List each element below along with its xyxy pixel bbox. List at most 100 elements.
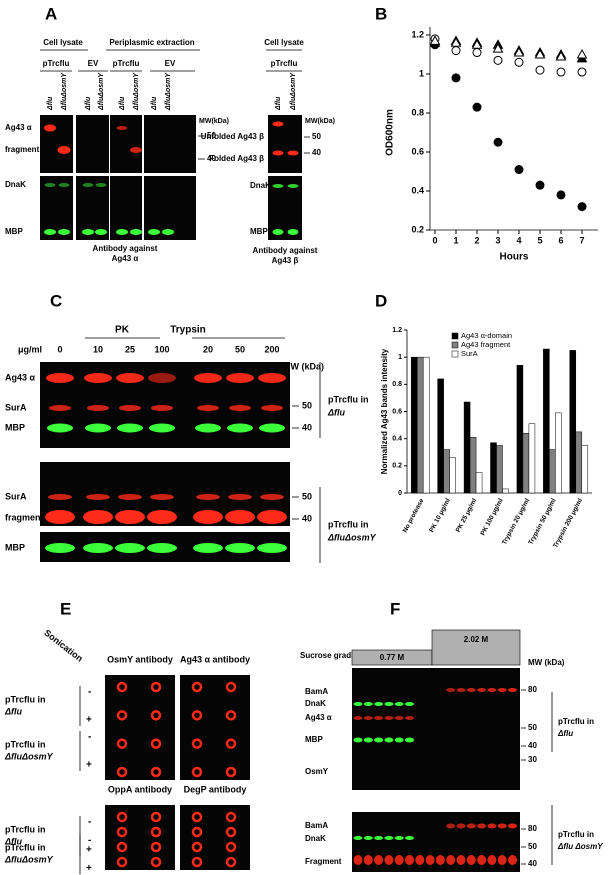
band	[287, 150, 299, 156]
dot	[225, 766, 237, 778]
point	[555, 50, 567, 61]
band	[272, 184, 284, 188]
band	[148, 229, 160, 235]
strain-label: pTrcflu in	[328, 519, 369, 529]
band	[497, 823, 507, 829]
y-tick-label: 0.4	[411, 185, 424, 195]
bar	[410, 356, 418, 494]
strain-label: pTrcflu in	[5, 739, 46, 749]
dose: 10	[93, 344, 103, 354]
panel-letter: F	[390, 599, 400, 618]
band	[147, 543, 177, 553]
panel-letter: A	[45, 4, 57, 23]
blot	[110, 115, 142, 173]
sign: -	[88, 835, 91, 846]
dot	[191, 766, 203, 778]
x-axis-label: Hours	[500, 252, 529, 263]
strain-label: ΔfluΔosmY	[4, 751, 54, 761]
band	[82, 229, 94, 235]
band	[95, 229, 107, 235]
x-tick-label: 5	[537, 235, 542, 245]
strain-label: ΔfluΔosmY	[4, 855, 54, 865]
sign: -	[88, 732, 91, 743]
mw-label: 50	[528, 842, 537, 851]
plasmid: pTrcflu	[271, 59, 298, 68]
band	[374, 737, 384, 743]
y-tick-label: 0.2	[392, 463, 402, 470]
band	[353, 855, 363, 865]
lane-label: Δflu	[85, 96, 92, 111]
dot	[150, 856, 162, 868]
legend-swatch	[451, 341, 459, 349]
band	[95, 183, 107, 187]
dot	[150, 826, 162, 838]
panel-letter: D	[375, 291, 387, 310]
band	[151, 405, 173, 411]
dot	[225, 841, 237, 853]
lane-label: ΔfluΔosmY	[165, 72, 172, 111]
point	[513, 47, 525, 57]
band	[446, 823, 456, 829]
sign: +	[86, 863, 92, 874]
band	[508, 855, 517, 865]
antibody: OsmY antibody	[107, 654, 173, 664]
x-tick-label: 0	[432, 235, 437, 245]
blot	[105, 675, 175, 780]
x-tick-label: Trypsin 20 μg/ml	[501, 497, 531, 546]
caption: Antibody against	[253, 246, 318, 255]
band	[374, 716, 384, 720]
dot	[116, 766, 128, 778]
band	[477, 823, 487, 829]
point	[429, 35, 441, 45]
band	[193, 510, 223, 524]
row-label: fragment	[5, 145, 40, 154]
dot	[116, 841, 128, 853]
band	[227, 423, 253, 433]
mw-label: 40	[312, 148, 321, 157]
bar	[528, 423, 536, 494]
mw-label: 30	[528, 755, 537, 764]
legend-swatch	[451, 350, 459, 358]
bar	[543, 348, 550, 494]
bar	[575, 431, 583, 494]
strain-label: Δflu ΔosmY	[557, 842, 603, 851]
band	[45, 510, 75, 524]
band	[272, 150, 284, 156]
band	[415, 855, 425, 865]
point	[450, 37, 462, 47]
band	[85, 423, 111, 433]
mw-title: MW (kDa)	[528, 658, 565, 667]
point	[493, 55, 503, 65]
caption: Ag43 β	[272, 256, 299, 265]
mw-label: 80	[528, 824, 537, 833]
caption: Ag43 α	[112, 254, 139, 263]
band	[118, 494, 142, 500]
band	[148, 373, 176, 383]
band	[228, 494, 252, 500]
row-label: Ag43 α	[305, 713, 332, 722]
band	[374, 836, 384, 840]
band	[116, 126, 128, 130]
band	[405, 716, 414, 720]
dose: 0	[57, 344, 62, 354]
mw-title: MW(kDa)	[199, 118, 229, 125]
band	[48, 494, 72, 500]
band	[353, 836, 363, 840]
sign: +	[86, 715, 92, 726]
band	[83, 543, 113, 553]
dot	[150, 766, 162, 778]
band	[384, 737, 394, 743]
band	[353, 702, 363, 706]
point	[493, 137, 503, 147]
band	[82, 183, 94, 187]
mw-label: 40	[207, 154, 216, 163]
blot	[105, 805, 175, 870]
lane-label: Δflu	[47, 96, 54, 111]
dose: 200	[264, 344, 279, 354]
band	[497, 688, 507, 692]
row-label: DnaK	[5, 180, 26, 189]
plasmid: EV	[165, 59, 176, 68]
blot	[352, 668, 520, 790]
